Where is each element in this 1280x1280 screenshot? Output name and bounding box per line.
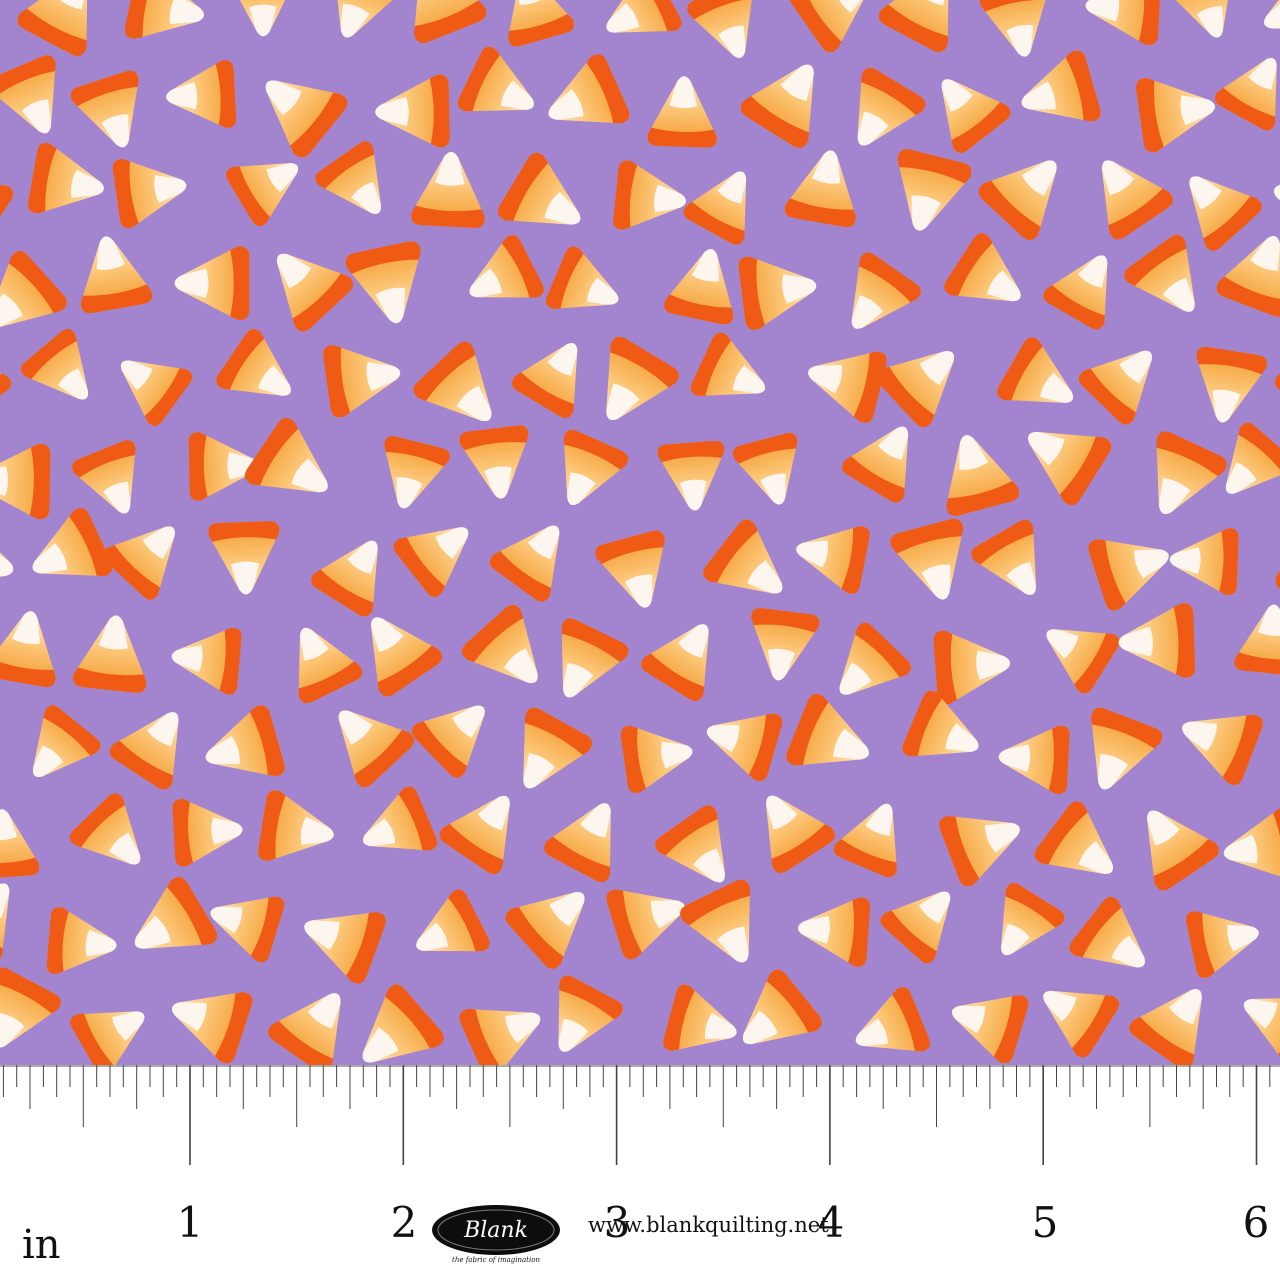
ruler-ticks	[0, 1065, 1280, 1165]
ruler-number-5: 5	[1031, 1198, 1059, 1247]
website-text: www.blankquilting.net	[588, 1213, 829, 1237]
ruler-unit-label: in	[22, 1222, 61, 1268]
ruler-number-1: 1	[176, 1198, 204, 1247]
blank-quilting-logo: Blank the fabric of imagination	[430, 1202, 562, 1264]
ruler-number-3: 3	[603, 1198, 631, 1247]
ruler-number-2: 2	[390, 1198, 418, 1247]
ruler-number-6: 6	[1242, 1198, 1270, 1247]
measuring-ruler: 1 2 3 4 5 6 in Blank the fabric of imagi…	[0, 1065, 1280, 1280]
logo-tagline: the fabric of imagination	[452, 1256, 540, 1264]
ruler-number-4: 4	[817, 1198, 845, 1247]
logo-wordmark: Blank	[463, 1218, 528, 1243]
candy-corn-fabric-pattern	[0, 0, 1280, 1065]
